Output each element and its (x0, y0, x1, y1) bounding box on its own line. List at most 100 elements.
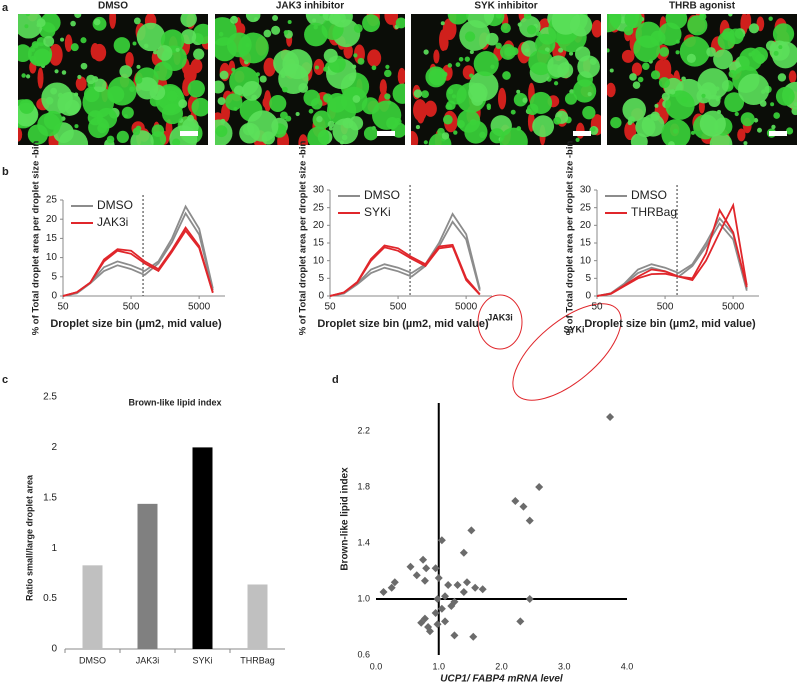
data-point (519, 502, 528, 511)
droplet (272, 15, 279, 22)
y-tick-label: 0 (51, 291, 57, 302)
x-tick-label: 500 (390, 302, 407, 313)
x-axis-label: Droplet size bin (µm2, mid value) (50, 318, 222, 330)
nucleus (18, 127, 23, 142)
droplet (486, 105, 491, 110)
droplet (269, 94, 287, 113)
data-point (459, 548, 468, 557)
image-title: THRB agonist (669, 1, 736, 12)
micrograph (607, 14, 797, 145)
droplet (423, 140, 428, 145)
droplet (191, 97, 208, 117)
droplet (263, 29, 272, 38)
droplet (230, 15, 239, 24)
legend-label: JAK3i (97, 215, 128, 229)
droplet (624, 14, 643, 29)
data-line (62, 211, 214, 297)
droplet (632, 81, 641, 89)
data-point (419, 555, 428, 564)
droplet (587, 92, 592, 97)
droplet (665, 90, 695, 120)
data-point (406, 562, 415, 571)
droplet (569, 14, 593, 37)
droplet (134, 76, 143, 84)
droplet (582, 106, 596, 120)
droplet (743, 141, 748, 145)
y-tick-label: 15 (580, 238, 592, 249)
droplet (119, 65, 133, 78)
nucleus (575, 122, 585, 139)
droplet (499, 127, 528, 145)
droplet (415, 125, 420, 130)
droplet (706, 47, 716, 57)
nucleus (263, 90, 272, 112)
droplet (371, 65, 377, 71)
nucleus (263, 57, 276, 77)
data-point (453, 581, 462, 589)
x-tick-label: 50 (324, 302, 336, 313)
y-tick-label: 15 (46, 233, 58, 244)
data-point (434, 574, 443, 582)
droplet (473, 51, 499, 77)
y-tick-label: 0.6 (357, 649, 370, 659)
droplet (661, 92, 670, 101)
droplet (352, 95, 361, 103)
droplet (255, 72, 260, 77)
nucleus (384, 14, 399, 25)
y-tick-label: 0.5 (43, 593, 57, 604)
nucleus (379, 79, 387, 96)
droplet (532, 115, 555, 138)
annotation: SYKi (563, 324, 584, 334)
y-tick-label: 30 (313, 185, 325, 196)
y-tick-label: 25 (580, 202, 592, 213)
droplet (136, 64, 141, 69)
nucleus (631, 62, 642, 76)
droplet (681, 76, 686, 82)
data-point (425, 627, 434, 636)
droplet (86, 74, 96, 85)
droplet (192, 23, 208, 45)
y-tick-label: 5 (585, 273, 591, 284)
nucleus (424, 100, 437, 117)
droplet (106, 135, 115, 144)
droplet (70, 43, 79, 52)
data-point (433, 595, 442, 603)
droplet (495, 14, 503, 19)
bar (137, 503, 158, 649)
droplet (455, 62, 461, 67)
y-axis-label: % of Total droplet area per droplet size… (298, 141, 309, 336)
droplet (259, 75, 267, 83)
droplet (642, 62, 650, 71)
droplet (659, 47, 670, 57)
data-point (444, 581, 453, 589)
droplet (353, 23, 363, 33)
droplet (777, 73, 787, 82)
droplet (239, 122, 260, 144)
droplet (413, 89, 423, 98)
droplet (305, 14, 329, 26)
data-point (422, 564, 431, 573)
droplet (499, 44, 516, 60)
y-tick-label: 1 (51, 543, 57, 554)
droplet (132, 41, 137, 46)
droplet (768, 16, 773, 21)
nucleus (37, 67, 44, 89)
droplet (495, 42, 502, 49)
droplet (107, 85, 125, 103)
panel-label: d (332, 374, 339, 386)
x-tick-label: 3.0 (558, 661, 571, 671)
droplet (502, 71, 511, 80)
droplet (675, 50, 680, 55)
data-point (379, 588, 388, 596)
droplet (231, 67, 236, 72)
data-point (467, 526, 476, 535)
bar (192, 447, 213, 649)
droplet (322, 14, 334, 21)
droplet (468, 71, 499, 102)
legend-label: DMSO (97, 198, 133, 212)
droplet (395, 17, 405, 29)
droplet (516, 89, 521, 94)
droplet (220, 118, 226, 124)
droplet (440, 21, 445, 26)
droplet (40, 14, 61, 33)
